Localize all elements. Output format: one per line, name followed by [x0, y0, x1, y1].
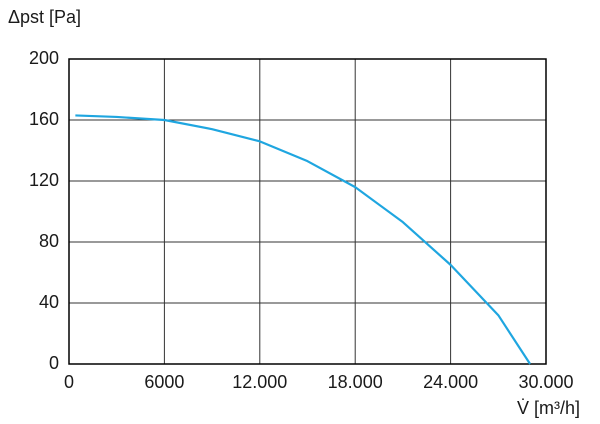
y-axis-label: Δpst [Pa]	[8, 7, 81, 27]
y-tick-label: 0	[49, 353, 59, 373]
x-axis-label: V̇ [m³/h]	[517, 398, 580, 418]
x-tick-label: 30.000	[518, 372, 573, 392]
data-line	[75, 114, 532, 365]
y-tick-label: 160	[29, 109, 59, 129]
x-tick-label: 12.000	[232, 372, 287, 392]
x-tick-label: 6000	[144, 372, 184, 392]
x-tick-label: 0	[64, 372, 74, 392]
y-tick-label: 40	[39, 292, 59, 312]
plot-border	[68, 58, 547, 365]
x-tick-label: 24.000	[423, 372, 478, 392]
y-tick-label: 80	[39, 231, 59, 251]
y-tick-label: 200	[29, 48, 59, 68]
y-tick-label: 120	[29, 170, 59, 190]
x-tick-label: 18.000	[328, 372, 383, 392]
